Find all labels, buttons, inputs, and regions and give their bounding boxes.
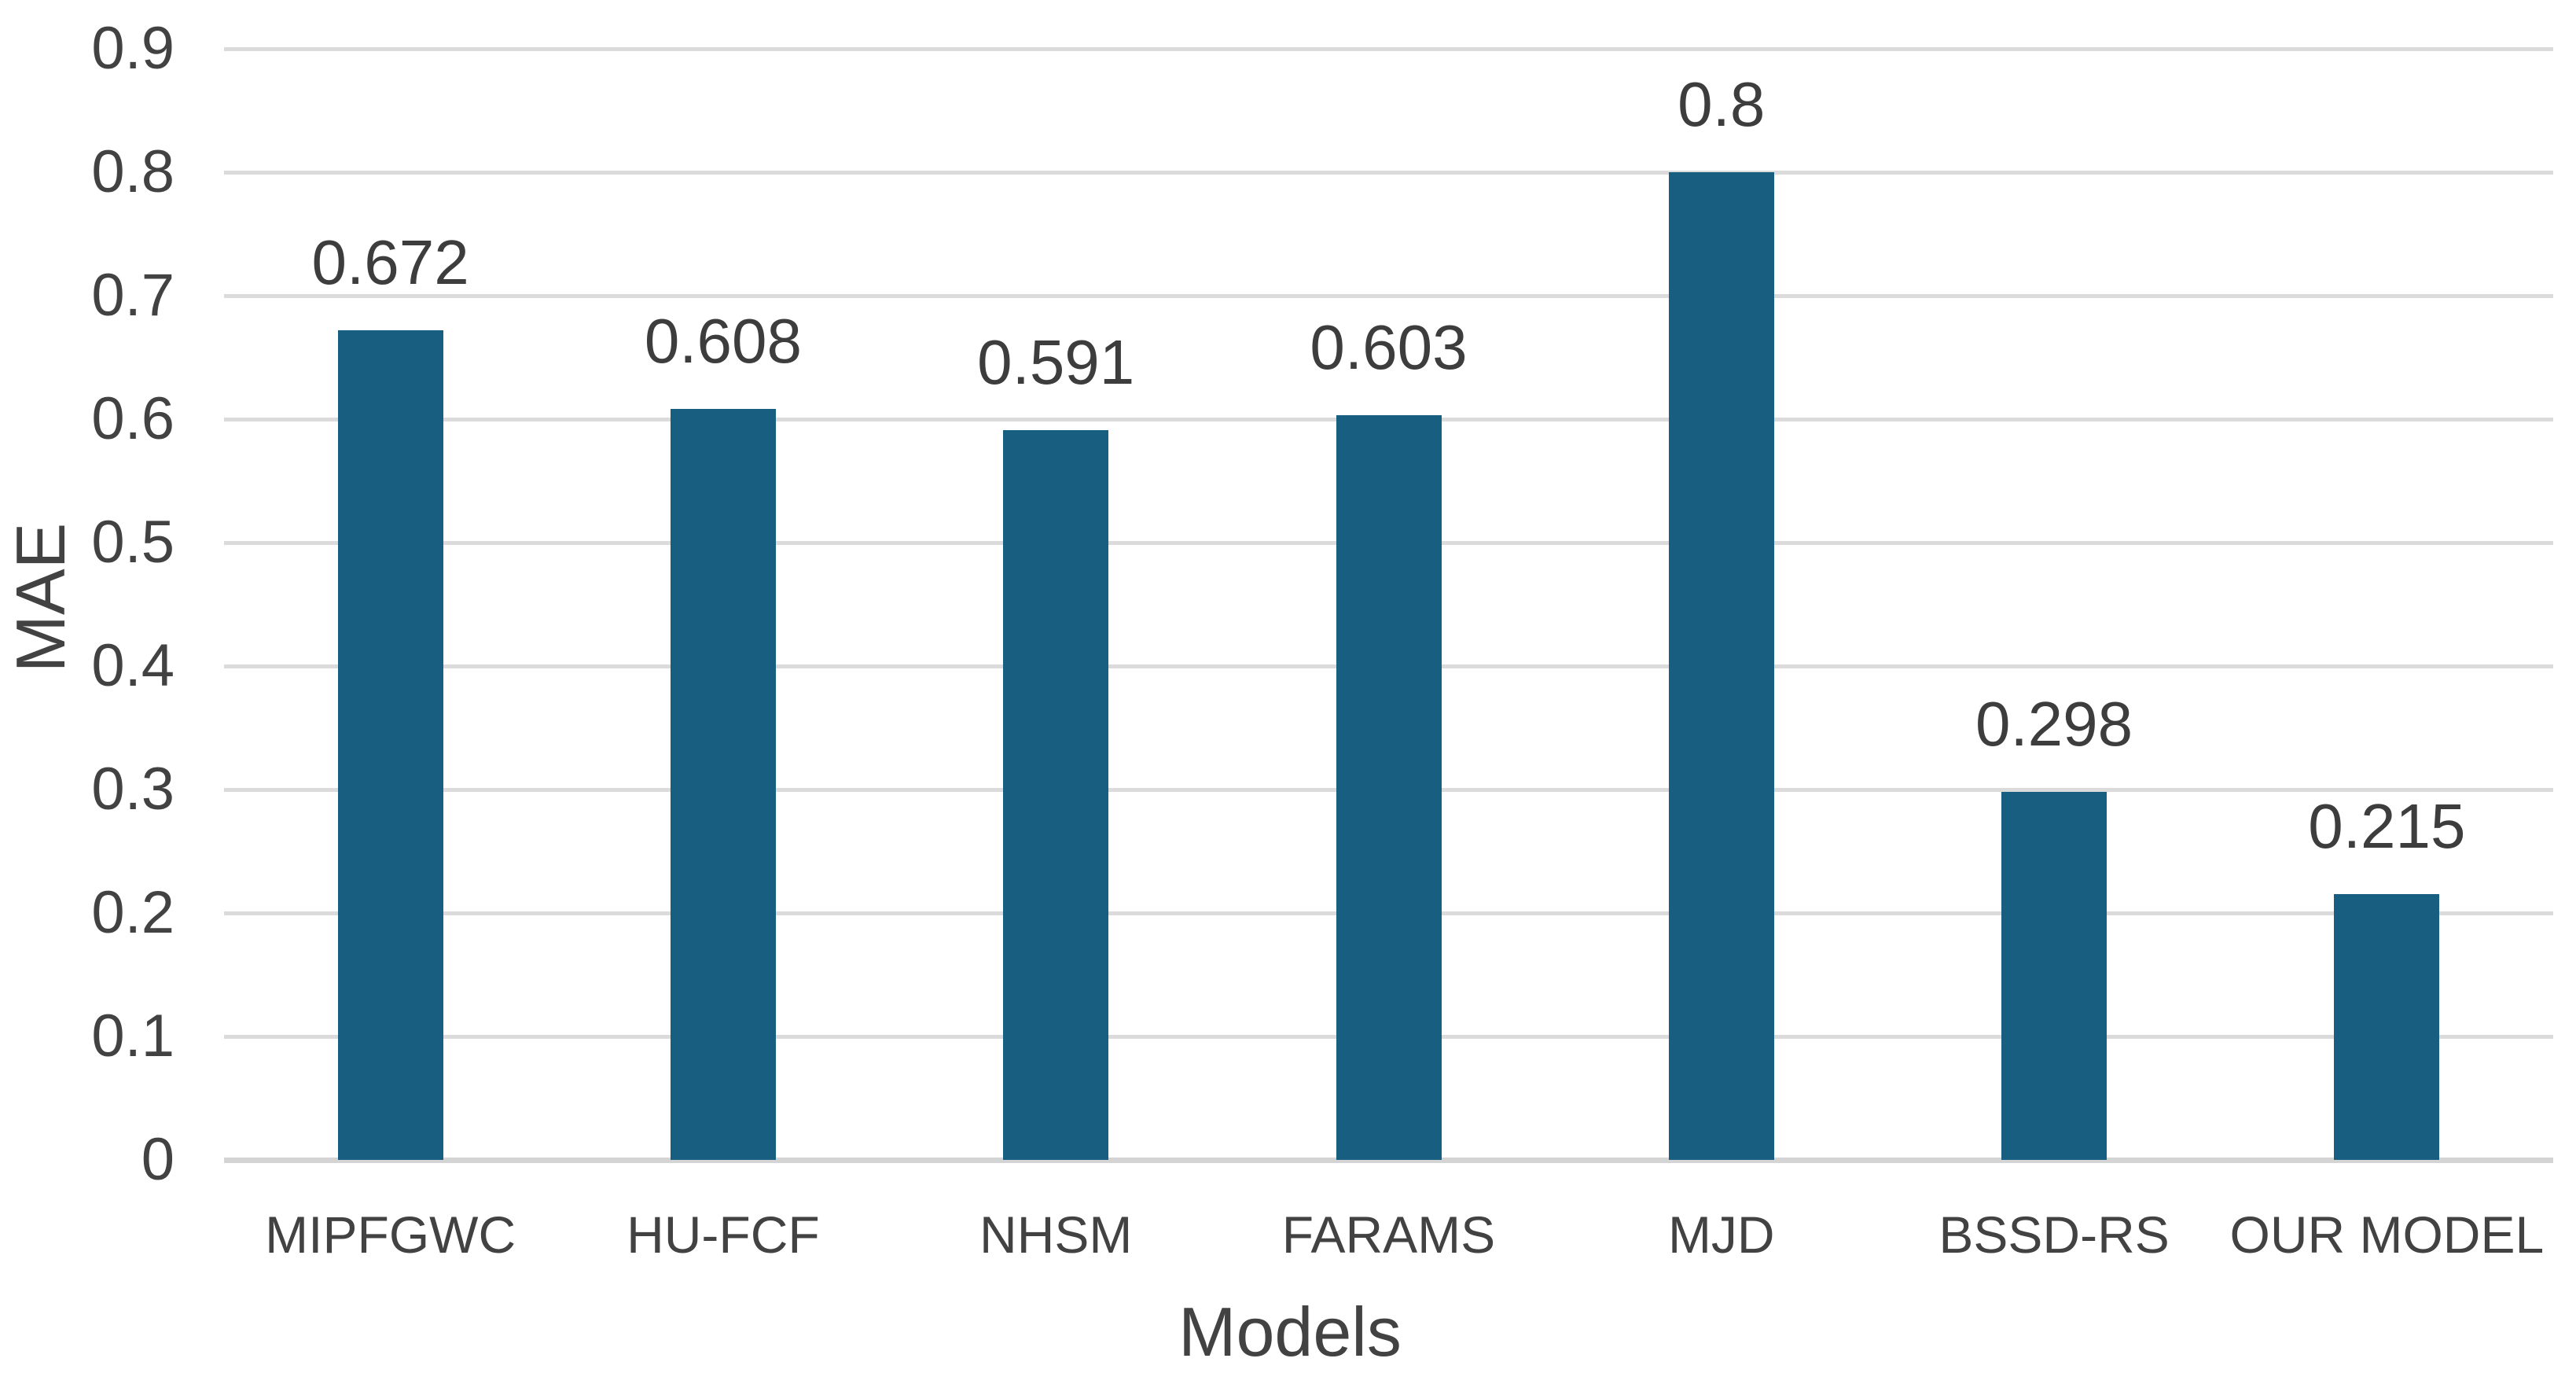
bar-farams	[1336, 415, 1442, 1160]
gridline	[224, 170, 2553, 175]
bar-mipfgwc	[337, 329, 443, 1160]
y-tick-label: 0.8	[91, 138, 175, 205]
y-tick-label: 0.9	[91, 15, 175, 82]
y-tick-label: 0	[141, 1126, 175, 1193]
bar-bssd-rs	[2001, 792, 2107, 1160]
bar-our-model	[2334, 894, 2440, 1160]
x-tick-label-our-model: OUR MODEL	[2229, 1206, 2545, 1264]
x-tick-label-mjd: MJD	[1667, 1206, 1775, 1264]
y-tick-label: 0.1	[91, 1003, 175, 1069]
x-axis-title: Models	[1178, 1293, 1402, 1371]
y-tick-label: 0.5	[91, 509, 175, 576]
value-label-mipfgwc: 0.672	[311, 226, 469, 297]
gridline	[224, 46, 2553, 51]
value-label-farams: 0.603	[1310, 312, 1468, 383]
plot-area: 0.672 MIPFGWC 0.608 HU-FCF 0.591 NHSM 0.603 FAR…	[224, 46, 2553, 1261]
value-label-nhsm: 0.591	[977, 327, 1135, 398]
y-tick-label: 0.6	[91, 385, 175, 452]
bar-hu-fcf	[670, 409, 776, 1160]
y-tick-label: 0.7	[91, 262, 175, 329]
x-tick-label-nhsm: NHSM	[979, 1206, 1133, 1264]
y-tick-label: 0.4	[91, 632, 175, 699]
value-label-our-model: 0.215	[2308, 791, 2466, 862]
bar-mjd	[1668, 172, 1774, 1160]
gridline	[224, 293, 2553, 298]
x-tick-label-hu-fcf: HU-FCF	[627, 1206, 820, 1264]
value-label-mjd: 0.8	[1678, 69, 1766, 139]
bar-nhsm	[1003, 430, 1109, 1160]
x-tick-label-farams: FARAMS	[1281, 1206, 1496, 1264]
y-tick-label: 0.3	[91, 756, 175, 823]
value-label-bssd-rs: 0.298	[1975, 689, 2133, 760]
value-label-hu-fcf: 0.608	[644, 306, 803, 377]
x-tick-label-bssd-rs: BSSD-RS	[1938, 1206, 2170, 1264]
x-tick-label-mipfgwc: MIPFGWC	[265, 1206, 516, 1264]
x-axis-line	[224, 1157, 2553, 1163]
y-tick-label: 0.2	[91, 879, 175, 946]
